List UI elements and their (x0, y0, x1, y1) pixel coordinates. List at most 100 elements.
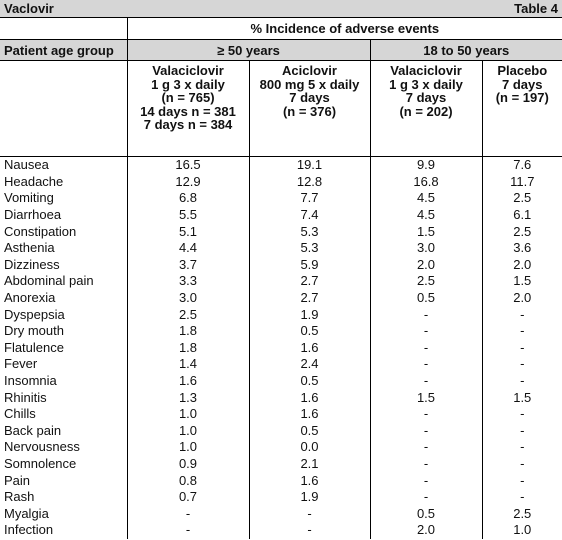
incidence-value: - (369, 488, 482, 506)
event-name: Somnolence (4, 455, 77, 471)
incidence-value: 1.3 (126, 389, 249, 406)
data-row: Myalgia - -0.5 2.5 (0, 505, 562, 523)
adverse-events-table: % Incidence of adverse events Patient ag… (0, 18, 562, 539)
incidence-value: - (481, 422, 562, 440)
incidence-value: 1.0 (126, 405, 249, 423)
incidence-value: - (369, 339, 482, 357)
incidence-value: - (481, 372, 562, 390)
incidence-value: 0.7 (126, 488, 249, 506)
event-name: Dyspepsia (4, 306, 65, 322)
incidence-value: 3.3 (126, 273, 249, 290)
column-header: Valaciclovir 1 g 3 x daily (n = 765) 14 … (126, 60, 249, 157)
data-row: Nervousness 1.0 0.0- - (0, 439, 562, 456)
event-name: Infection (4, 522, 54, 538)
incidence-value: 2.0 (369, 522, 482, 539)
incidence-value: 5.5 (126, 206, 249, 224)
incidence-value: - (369, 405, 482, 423)
incidence-value: 1.8 (126, 339, 249, 357)
data-row: Dyspepsia 2.5 1.9- - (0, 306, 562, 323)
data-row: Somnolence 0.9 2.1- - (0, 455, 562, 473)
incidence-value: 2.5 (481, 223, 562, 240)
incidence-value: 2.5 (369, 273, 482, 290)
event-name: Dry mouth (4, 323, 64, 339)
incidence-value: 7.7 (248, 190, 370, 207)
incidence-value: 2.0 (369, 256, 482, 274)
incidence-value: 1.4 (126, 356, 249, 373)
incidence-value: - (481, 439, 562, 456)
incidence-value: 1.5 (481, 389, 562, 406)
event-name: Myalgia (4, 505, 49, 521)
event-name: Anorexia (4, 290, 56, 306)
incidence-value: - (369, 422, 482, 440)
event-name: Dizziness (4, 256, 60, 272)
incidence-value: 0.5 (248, 372, 370, 390)
incidence-value: 0.5 (248, 422, 370, 440)
incidence-value: - (126, 505, 249, 523)
event-name: Headache (4, 173, 64, 189)
incidence-value: 1.0 (481, 522, 562, 539)
event-name: Abdominal pain (4, 273, 94, 289)
incidence-value: 5.1 (126, 223, 249, 240)
data-row: Diarrhoea 5.5 7.4 4.5 6.1 (0, 206, 562, 224)
incidence-value: 1.5 (369, 223, 482, 240)
column-header: Valaciclovir 1 g 3 x daily 7 days (n = 2… (369, 60, 482, 157)
data-row: Dizziness 3.7 5.9 2.0 2.0 (0, 256, 562, 274)
column-header: Placebo 7 days (n = 197) (481, 60, 562, 157)
incidence-value: 1.6 (248, 405, 370, 423)
incidence-value: 4.4 (126, 239, 249, 257)
incidence-value: 2.7 (248, 273, 370, 290)
data-row: Constipation 5.1 5.3 1.5 2.5 (0, 223, 562, 240)
data-row: Fever 1.4 2.4- - (0, 356, 562, 373)
incidence-value: 1.6 (248, 389, 370, 406)
incidence-value: 1.0 (126, 439, 249, 456)
document-title: Vaclovir (4, 1, 54, 16)
table-label: Table 4 (514, 1, 558, 16)
incidence-value: - (248, 505, 370, 523)
data-row: Flatulence 1.8 1.6- - (0, 339, 562, 357)
event-name: Pain (4, 472, 31, 488)
group-header: 18 to 50 years (369, 39, 562, 61)
incidence-value: 0.5 (248, 322, 370, 340)
incidence-value: 3.0 (369, 239, 482, 257)
column-header-row: Valaciclovir 1 g 3 x daily (n = 765) 14 … (0, 60, 562, 157)
incidence-value: - (481, 339, 562, 357)
group-header: ≥ 50 years (126, 39, 370, 61)
incidence-value: 5.9 (248, 256, 370, 274)
data-row: Vomiting 6.8 7.7 4.5 2.5 (0, 190, 562, 207)
incidence-value: 2.0 (481, 289, 562, 307)
incidence-value: 0.5 (369, 505, 482, 523)
incidence-value: - (481, 405, 562, 423)
data-row: Asthenia 4.4 5.3 3.0 3.6 (0, 239, 562, 257)
incidence-value: 0.5 (369, 289, 482, 307)
table-body: % Incidence of adverse events Patient ag… (0, 18, 562, 539)
data-row: Pain 0.8 1.6- - (0, 472, 562, 489)
incidence-value: 1.9 (248, 306, 370, 323)
empty-cell (0, 18, 127, 40)
incidence-value: 2.5 (481, 190, 562, 207)
incidence-value: 16.5 (126, 156, 249, 174)
incidence-value: 2.0 (481, 256, 562, 274)
data-row: Rhinitis 1.3 1.6 1.5 1.5 (0, 389, 562, 406)
data-row: Anorexia 3.0 2.7 0.5 2.0 (0, 289, 562, 307)
incidence-value: 2.4 (248, 356, 370, 373)
incidence-value: 1.8 (126, 322, 249, 340)
incidence-value: - (369, 372, 482, 390)
data-row: Chills 1.0 1.6- - (0, 405, 562, 423)
title-bar: Vaclovir Table 4 (0, 0, 562, 18)
data-row: Insomnia 1.6 0.5- - (0, 372, 562, 390)
incidence-value: 4.5 (369, 206, 482, 224)
incidence-value: 5.3 (248, 239, 370, 257)
data-row: Abdominal pain 3.3 2.7 2.5 1.5 (0, 273, 562, 290)
incidence-value: - (481, 306, 562, 323)
incidence-value: 1.6 (248, 472, 370, 489)
data-row: Rash 0.7 1.9- - (0, 488, 562, 506)
incidence-value: 1.6 (248, 339, 370, 357)
data-row: Nausea 16.5 19.1 9.9 7.6 (0, 156, 562, 174)
incidence-value: 2.5 (481, 505, 562, 523)
event-name: Insomnia (4, 373, 57, 389)
incidence-value: 1.5 (481, 273, 562, 290)
incidence-value: 12.8 (248, 173, 370, 191)
incidence-value: 2.5 (126, 306, 249, 323)
incidence-value: 12.9 (126, 173, 249, 191)
